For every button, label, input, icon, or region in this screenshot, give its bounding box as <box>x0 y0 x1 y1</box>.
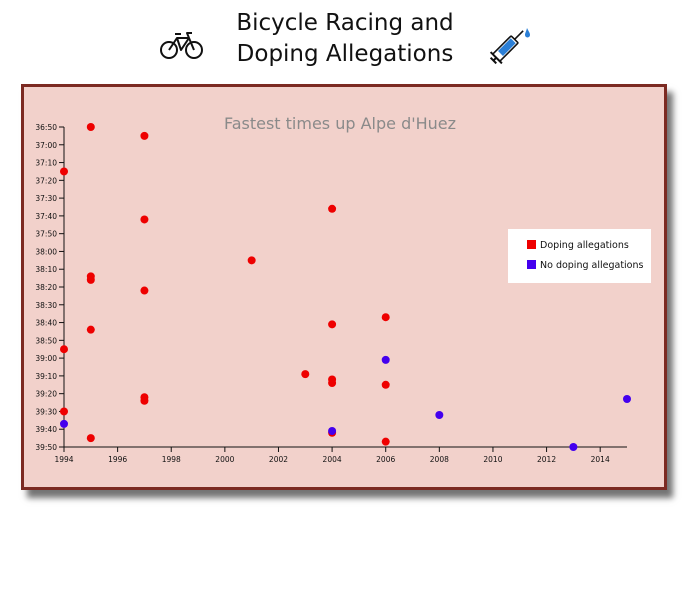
y-tick-label: 38:50 <box>35 336 57 345</box>
data-point-doping[interactable] <box>86 275 95 284</box>
syringe-icon <box>489 28 530 65</box>
y-tick-label: 39:30 <box>35 407 57 416</box>
x-tick-label: 1994 <box>54 455 73 464</box>
scatter-chart: Fastest times up Alpe d'Huez 1994 1996 199… <box>35 114 651 464</box>
x-tick-label: 2000 <box>215 455 234 464</box>
data-point-doping[interactable] <box>60 407 68 416</box>
data-point-no-doping[interactable] <box>623 395 631 403</box>
y-tick-label: 38:40 <box>35 319 57 328</box>
y-tick-label: 37:10 <box>35 159 57 168</box>
x-tick-label: 2002 <box>269 455 288 464</box>
x-tick-label: 2004 <box>323 455 342 464</box>
data-point-doping[interactable] <box>86 123 95 131</box>
x-tick-label: 2008 <box>430 455 449 464</box>
x-tick-label: 2014 <box>591 455 610 464</box>
data-point-doping[interactable] <box>381 380 390 389</box>
legend-swatch-no-doping <box>527 260 536 269</box>
chart-frame: Fastest times up Alpe d'Huez 1994 1996 199… <box>21 84 667 490</box>
data-point-doping[interactable] <box>60 167 68 176</box>
page-title: Bicycle Racing and Doping Allegations <box>200 8 490 70</box>
y-tick-label: 39:00 <box>35 354 57 363</box>
data-point-no-doping[interactable] <box>569 443 578 451</box>
axes: 1994 1996 1998 2000 2002 2004 2006 2008 2010 2012… <box>35 123 627 464</box>
data-point-doping[interactable] <box>140 286 149 295</box>
y-tick-label: 38:20 <box>35 283 57 292</box>
data-point-doping[interactable] <box>247 256 256 265</box>
legend-swatch-doping <box>527 240 536 249</box>
y-tick-label: 38:30 <box>35 301 57 310</box>
x-tick-label: 1998 <box>162 455 181 464</box>
x-tick-label: 2010 <box>483 455 502 464</box>
x-tick-label: 2012 <box>537 455 556 464</box>
y-tick-label: 38:00 <box>35 247 57 256</box>
data-point-doping[interactable] <box>140 131 149 140</box>
data-point-no-doping[interactable] <box>381 355 390 364</box>
y-tick-label: 39:40 <box>35 425 57 434</box>
y-tick-label: 37:40 <box>35 212 57 221</box>
data-point-doping[interactable] <box>328 320 337 329</box>
x-tick-label: 2006 <box>376 455 395 464</box>
legend: Doping allegations No doping allegations <box>508 229 651 283</box>
y-tick-label: 39:10 <box>35 372 57 381</box>
y-tick-label: 38:10 <box>35 265 57 274</box>
data-point-doping[interactable] <box>86 325 95 334</box>
bicycle-icon <box>160 32 203 59</box>
data-points <box>60 123 631 451</box>
data-point-doping[interactable] <box>140 396 149 405</box>
data-point-no-doping[interactable] <box>328 427 337 435</box>
x-tick-label: 1996 <box>108 455 127 464</box>
data-point-doping[interactable] <box>60 345 68 354</box>
y-tick-label: 36:50 <box>35 123 57 132</box>
data-point-doping[interactable] <box>301 370 310 379</box>
y-tick-label: 39:20 <box>35 390 57 399</box>
legend-box <box>508 229 651 283</box>
data-point-doping[interactable] <box>86 434 95 443</box>
y-tick-label: 37:50 <box>35 230 57 239</box>
data-point-doping[interactable] <box>381 313 390 322</box>
y-tick-label: 37:20 <box>35 176 57 185</box>
legend-label-doping: Doping allegations <box>540 240 629 251</box>
data-point-doping[interactable] <box>381 437 390 446</box>
data-point-doping[interactable] <box>140 215 149 224</box>
data-point-doping[interactable] <box>328 379 337 387</box>
legend-label-no-doping: No doping allegations <box>540 260 644 271</box>
title-line-1: Bicycle Racing and <box>236 10 454 36</box>
title-line-2: Doping Allegations <box>236 41 454 67</box>
data-point-no-doping[interactable] <box>60 419 68 428</box>
data-point-doping[interactable] <box>328 204 337 213</box>
y-tick-label: 37:30 <box>35 194 57 203</box>
y-tick-label: 37:00 <box>35 141 57 150</box>
chart-title: Fastest times up Alpe d'Huez <box>224 114 456 133</box>
page-header: Bicycle Racing and Doping Allegations <box>0 0 696 80</box>
y-tick-label: 39:50 <box>35 443 57 452</box>
data-point-no-doping[interactable] <box>435 411 444 419</box>
